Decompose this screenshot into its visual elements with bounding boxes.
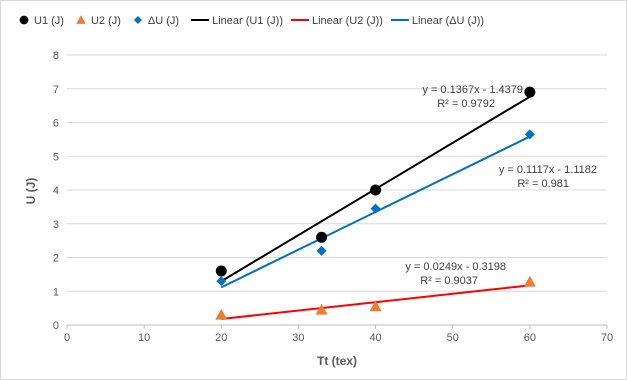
y-tick-label-1: 1 (53, 286, 59, 298)
axes (66, 324, 608, 329)
legend-label-trend-0: Linear (U1 (J)) (212, 15, 283, 27)
y-tick-label-8: 8 (53, 50, 59, 62)
legend-marker-2 (133, 16, 142, 24)
x-tick-label-20: 20 (215, 332, 227, 344)
x-axis-title: Tt (tex) (317, 354, 357, 368)
legend-marker-1 (76, 15, 86, 24)
point-s0-2 (370, 184, 382, 196)
tick-labels: 0 1 2 3 4 5 6 7 8 0 10 20 30 40 50 60 70 (53, 50, 613, 344)
trendline-equation-1: y = 0.0249x - 0.3198 (405, 261, 506, 273)
y-tick-label-3: 3 (53, 219, 59, 231)
x-tick-label-60: 60 (524, 332, 536, 344)
x-tick-label-70: 70 (601, 332, 613, 344)
point-s0-0 (215, 265, 227, 277)
x-tick-label-50: 50 (447, 332, 459, 344)
point-s2-0 (216, 276, 227, 287)
trendline-r2-1: R² = 0.9037 (420, 275, 478, 287)
y-tick-label-4: 4 (53, 185, 59, 197)
y-tick-label-7: 7 (53, 84, 59, 96)
point-s2-3 (524, 129, 535, 140)
legend-label-1: U2 (J) (91, 15, 121, 27)
trendline-equation-0: y = 0.1367x - 1.4379 (422, 84, 523, 96)
point-s0-1 (316, 231, 328, 243)
y-tick-label-2: 2 (53, 253, 59, 265)
legend-marker-0 (19, 15, 29, 25)
trendline-equation-2: y = 0.1117x - 1.1182 (499, 164, 597, 176)
x-tick-label-10: 10 (138, 332, 150, 344)
x-tick-label-30: 30 (292, 332, 304, 344)
y-tick-label-5: 5 (53, 151, 59, 163)
point-s2-2 (370, 203, 381, 214)
x-tick-label-40: 40 (369, 332, 381, 344)
trendline-r2-2: R² = 0.981 (517, 178, 569, 190)
point-s0-3 (524, 86, 536, 98)
legend-label-trend-1: Linear (U2 (J)) (312, 15, 383, 27)
point-s2-1 (316, 245, 327, 256)
gridlines (67, 54, 607, 292)
legend: U1 (J) U2 (J) ΔU (J) Linear (U1 (J)) Linear … (19, 15, 484, 27)
point-s1-0 (215, 308, 228, 320)
point-s1-2 (369, 300, 382, 312)
trendline-r2-0: R² = 0.9792 (437, 98, 495, 110)
x-tick-label-0: 0 (64, 332, 70, 344)
data-points (215, 86, 536, 320)
point-s1-1 (315, 303, 328, 315)
trendline-equations: y = 0.1367x - 1.4379 R² = 0.9792 y = 0.024… (405, 84, 597, 287)
legend-label-trend-2: Linear (ΔU (J)) (412, 15, 484, 27)
y-axis-title: U (J) (24, 178, 38, 205)
point-s1-3 (523, 275, 536, 287)
y-tick-label-0: 0 (53, 320, 59, 332)
legend-label-2: ΔU (J) (148, 15, 179, 27)
legend-label-0: U1 (J) (34, 15, 64, 27)
y-tick-label-6: 6 (53, 118, 59, 130)
